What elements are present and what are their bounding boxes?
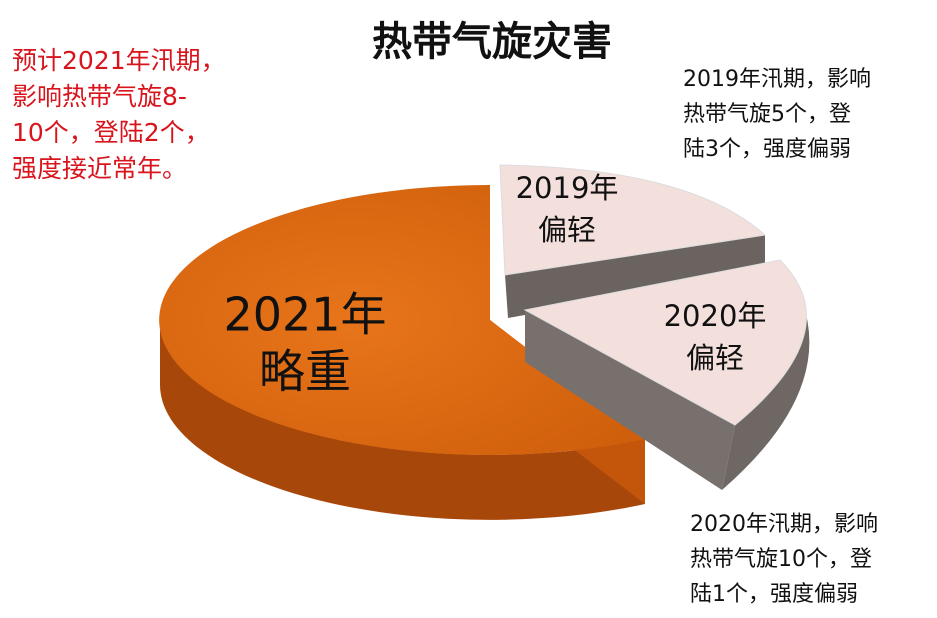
callout-line: 2020年汛期，影响 [690, 512, 878, 537]
title: 热带气旋灾害 [372, 18, 612, 65]
slice-side [722, 260, 810, 490]
slice-side [160, 320, 645, 520]
callout-line: 热带气旋10个，登 [690, 547, 872, 572]
slice-label: 偏轻 [686, 341, 744, 375]
slice-side [505, 235, 765, 318]
note-line: 影响热带气旋8- [12, 82, 187, 111]
callout-line: 陆1个，强度偏弱 [690, 582, 858, 607]
callout-line: 陆3个，强度偏弱 [683, 137, 851, 162]
callout-line: 2019年汛期，影响 [683, 67, 871, 92]
slice-2019 [499, 164, 767, 276]
slice-label: 2019年 [516, 171, 619, 205]
callout-line: 热带气旋5个，登 [683, 102, 851, 127]
slice-label: 2020年 [664, 299, 767, 333]
slice-cut [525, 310, 735, 490]
forecast-note: 预计2021年汛期， 影响热带气旋8- 10个，登陆2个， 强度接近常年。 [12, 46, 226, 183]
note-line: 强度接近常年。 [12, 154, 187, 183]
note-line: 10个，登陆2个， [12, 118, 210, 147]
slice-label: 偏轻 [538, 213, 596, 247]
slice-2020 [523, 259, 807, 426]
slice-label: 略重 [259, 345, 351, 399]
slice-2021 [159, 184, 645, 455]
note-line: 预计2021年汛期， [12, 46, 226, 75]
slice-label: 2021年 [223, 288, 386, 342]
